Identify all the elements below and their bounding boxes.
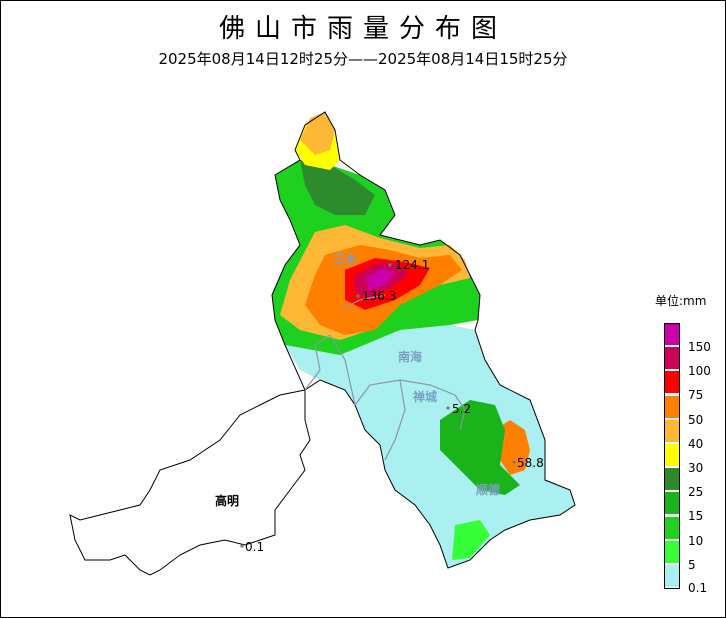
legend-tick-label: 40	[688, 437, 704, 451]
gaoming-outline	[69, 389, 311, 576]
district-label-gaoming: 高明	[215, 494, 240, 508]
district-label-shunde: 顺德	[476, 483, 501, 497]
district-label-nanhai: 南海	[398, 350, 423, 364]
legend-tick-label: 15	[688, 509, 704, 523]
map-title: 佛山市雨量分布图	[218, 14, 507, 44]
time-range-subtitle: 2025年08月14日12时25分——2025年08月14日15时25分	[158, 50, 568, 68]
rain-zone-0.1	[285, 325, 575, 568]
legend-tick-label: 30	[688, 461, 704, 475]
legend-tick-label: 150	[688, 340, 711, 354]
station-value: 58.8	[517, 456, 544, 470]
legend-tick-label: 10	[688, 534, 704, 548]
city-boundary	[271, 111, 576, 569]
legend-tick-label: 5	[688, 558, 696, 572]
district-lines	[304, 294, 466, 461]
rain-zone-25	[300, 160, 375, 215]
station-value: 136.3	[362, 289, 397, 303]
legend-tick-label: 25	[688, 485, 704, 499]
rain-zone-150	[365, 268, 395, 290]
legend-tick-label: 0.1	[688, 581, 708, 595]
district-label-sanshui: 三水	[333, 252, 358, 266]
legend-tick-label: 100	[688, 364, 711, 378]
legend-tick-label: 75	[688, 388, 704, 402]
station-value: 5.2	[452, 402, 472, 416]
legend-unit: 单位:mm	[655, 294, 707, 308]
rain-zone-5	[452, 520, 490, 560]
station-value: 124.1	[395, 258, 430, 272]
station-value: 0.1	[245, 540, 265, 554]
rain-zone-15	[440, 400, 520, 495]
district-label-chancheng: 禅城	[413, 390, 438, 404]
legend-frame	[664, 323, 680, 589]
legend-tick-label: 50	[688, 413, 704, 427]
